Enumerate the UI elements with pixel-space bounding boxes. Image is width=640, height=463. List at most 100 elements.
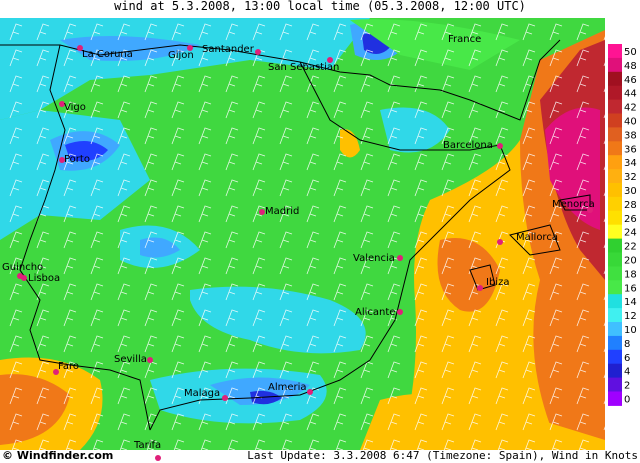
wind-barb — [63, 309, 77, 327]
wind-barb — [279, 179, 293, 197]
wind-barb — [441, 387, 455, 405]
wind-barb — [9, 361, 23, 379]
city-label: La Coruna — [82, 49, 133, 60]
wind-barb — [252, 23, 266, 41]
city-dot — [397, 255, 403, 261]
legend-swatch — [608, 238, 622, 253]
wind-barb — [90, 179, 104, 197]
wind-barb — [252, 153, 266, 171]
city-label: Santander — [202, 44, 255, 55]
wind-barb — [414, 75, 428, 93]
wind-barb — [117, 413, 131, 431]
legend-swatch — [608, 349, 622, 365]
wind-barb — [468, 23, 482, 41]
wind-barb — [441, 335, 455, 353]
wind-barb — [495, 361, 509, 379]
legend-swatch — [608, 85, 622, 101]
city-label: Tarifa — [133, 440, 161, 451]
wind-barb — [495, 309, 509, 327]
wind-barb — [360, 101, 374, 119]
wind-barb — [333, 413, 347, 431]
city-label: Almeria — [268, 382, 307, 393]
wind-barb — [549, 387, 563, 405]
wind-barb — [522, 179, 536, 197]
wind-barb — [443, 439, 455, 450]
wind-barb — [9, 153, 23, 171]
wind-barb — [63, 179, 77, 197]
wind-barb — [549, 179, 563, 197]
wind-barb — [144, 283, 158, 301]
wind-barb — [360, 127, 374, 145]
wind-barb — [495, 179, 509, 197]
legend-swatch — [608, 266, 622, 281]
wind-barb — [333, 101, 347, 119]
wind-barb — [360, 153, 374, 171]
city-dot — [59, 157, 65, 163]
wind-barb — [333, 361, 347, 379]
wind-barb — [90, 413, 104, 431]
wind-barb — [333, 257, 347, 275]
legend-label: 40 — [624, 116, 637, 127]
wind-barb — [306, 153, 320, 171]
legend-swatch — [608, 294, 622, 309]
wind-barb — [360, 179, 374, 197]
wind-barb — [144, 387, 158, 405]
city-dot — [327, 57, 333, 63]
wind-barb — [495, 101, 509, 119]
wind-barb — [441, 153, 455, 171]
wind-barb — [495, 153, 509, 171]
title: wind at 5.3.2008, 13:00 local time (05.3… — [114, 0, 526, 13]
wind-barb — [171, 413, 185, 431]
legend-label: 12 — [624, 311, 637, 322]
wind-barb — [360, 23, 374, 41]
wind-barb — [198, 283, 212, 301]
wind-barb — [198, 49, 212, 67]
wind-barb — [227, 439, 239, 450]
wind-barb — [360, 387, 374, 405]
wind-barb — [576, 179, 590, 197]
wind-barb — [11, 439, 23, 450]
legend-swatch — [608, 252, 622, 267]
legend-swatch — [608, 391, 622, 406]
legend-label: 30 — [624, 186, 637, 197]
legend-label: 34 — [624, 158, 637, 169]
city-dot — [497, 143, 503, 149]
wind-barb — [549, 361, 563, 379]
wind-barb — [522, 387, 536, 405]
wind-barb — [549, 101, 563, 119]
wind-barb — [171, 75, 185, 93]
legend-swatch — [608, 57, 622, 73]
legend-label: 26 — [624, 214, 637, 225]
legend-label: 4 — [624, 367, 630, 378]
wind-barb — [441, 413, 455, 431]
wind-barb — [279, 205, 293, 223]
wind-barb — [306, 335, 320, 353]
wind-barb — [90, 283, 104, 301]
wind-barb — [90, 75, 104, 93]
wind-barb — [522, 361, 536, 379]
legend-swatch — [608, 308, 622, 323]
wind-barb — [495, 75, 509, 93]
wind-barb — [549, 309, 563, 327]
wind-barb — [36, 101, 50, 119]
wind-barb — [144, 101, 158, 119]
wind-barb — [387, 127, 401, 145]
legend-label: 48 — [624, 61, 637, 72]
wind-barb — [9, 283, 23, 301]
wind-barb — [522, 127, 536, 145]
wind-barb — [306, 127, 320, 145]
wind-barb — [144, 257, 158, 275]
wind-barb — [279, 283, 293, 301]
wind-barb — [225, 335, 239, 353]
city-label: Gijon — [168, 50, 194, 61]
city-label: Ibiza — [486, 277, 509, 288]
wind-barb — [281, 439, 293, 450]
wind-barb — [333, 153, 347, 171]
wind-barb — [495, 127, 509, 145]
wind-barb — [63, 101, 77, 119]
wind-barb — [576, 101, 590, 119]
wind-barb — [254, 439, 266, 450]
wind-barb — [308, 439, 320, 450]
wind-barb — [441, 309, 455, 327]
